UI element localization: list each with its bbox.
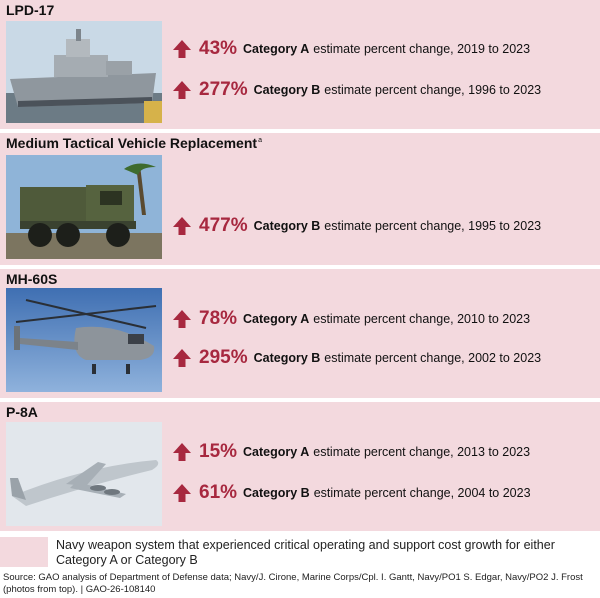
legend-text: Navy weapon system that experienced crit… (56, 538, 555, 567)
stat-description: estimate percent change, 2019 to 2023 (313, 42, 531, 56)
stat-row: 78% Category A estimate percent change, … (173, 307, 530, 331)
percent-change: 61% (199, 482, 238, 503)
stat-row: 277% Category B estimate percent change,… (173, 78, 541, 102)
up-arrow-icon (173, 484, 191, 502)
percent-change: 295% (199, 347, 248, 368)
percent-change: 277% (199, 79, 248, 100)
up-arrow-icon (173, 81, 191, 99)
category-label: Category A (243, 42, 310, 56)
stat-row: 61% Category B estimate percent change, … (173, 481, 531, 505)
legend-swatch (0, 537, 48, 567)
up-arrow-icon (173, 443, 191, 461)
percent-change: 477% (199, 215, 248, 236)
percent-change: 15% (199, 441, 238, 462)
military-truck-photo (6, 155, 162, 259)
stat-description: estimate percent change, 1995 to 2023 (324, 219, 542, 233)
patrol-aircraft-photo (6, 422, 162, 526)
up-arrow-icon (173, 40, 191, 58)
system-title: P-8A (6, 404, 38, 420)
stat-description: estimate percent change, 2004 to 2023 (313, 486, 531, 500)
system-panel-lpd17: LPD-17 43% Category A estimate percent c… (0, 0, 600, 129)
category-label: Category A (243, 445, 310, 459)
system-title: MH-60S (6, 271, 58, 287)
legend: Navy weapon system that experienced crit… (0, 535, 600, 569)
category-label: Category B (253, 351, 321, 365)
stat-row: 477% Category B estimate percent change,… (173, 214, 541, 238)
percent-change: 78% (199, 308, 238, 329)
stat-row: 15% Category A estimate percent change, … (173, 440, 530, 464)
percent-change: 43% (199, 38, 238, 59)
stat-row: 43% Category A estimate percent change, … (173, 37, 530, 61)
system-panel-mtvr: Medium Tactical Vehicle Replacementa 477… (0, 133, 600, 265)
category-label: Category A (243, 312, 310, 326)
up-arrow-icon (173, 217, 191, 235)
helicopter-photo (6, 288, 162, 392)
category-label: Category B (253, 219, 321, 233)
amphibious-ship-photo (6, 21, 162, 123)
up-arrow-icon (173, 310, 191, 328)
category-label: Category B (253, 83, 321, 97)
system-panel-mh60s: MH-60S 78% Category A estimate percent c… (0, 269, 600, 398)
system-panel-p8a: P-8A 15% Category A estimate percent cha… (0, 402, 600, 531)
system-title: Medium Tactical Vehicle Replacementa (6, 135, 262, 151)
up-arrow-icon (173, 349, 191, 367)
stat-description: estimate percent change, 2002 to 2023 (324, 351, 542, 365)
stat-description: estimate percent change, 1996 to 2023 (324, 83, 542, 97)
stat-description: estimate percent change, 2013 to 2023 (313, 445, 531, 459)
footnote-marker: a (258, 137, 262, 144)
stat-description: estimate percent change, 2010 to 2023 (313, 312, 531, 326)
source-note: Source: GAO analysis of Department of De… (3, 572, 583, 595)
system-title: LPD-17 (6, 2, 55, 18)
stat-row: 295% Category B estimate percent change,… (173, 346, 541, 370)
category-label: Category B (243, 486, 310, 500)
